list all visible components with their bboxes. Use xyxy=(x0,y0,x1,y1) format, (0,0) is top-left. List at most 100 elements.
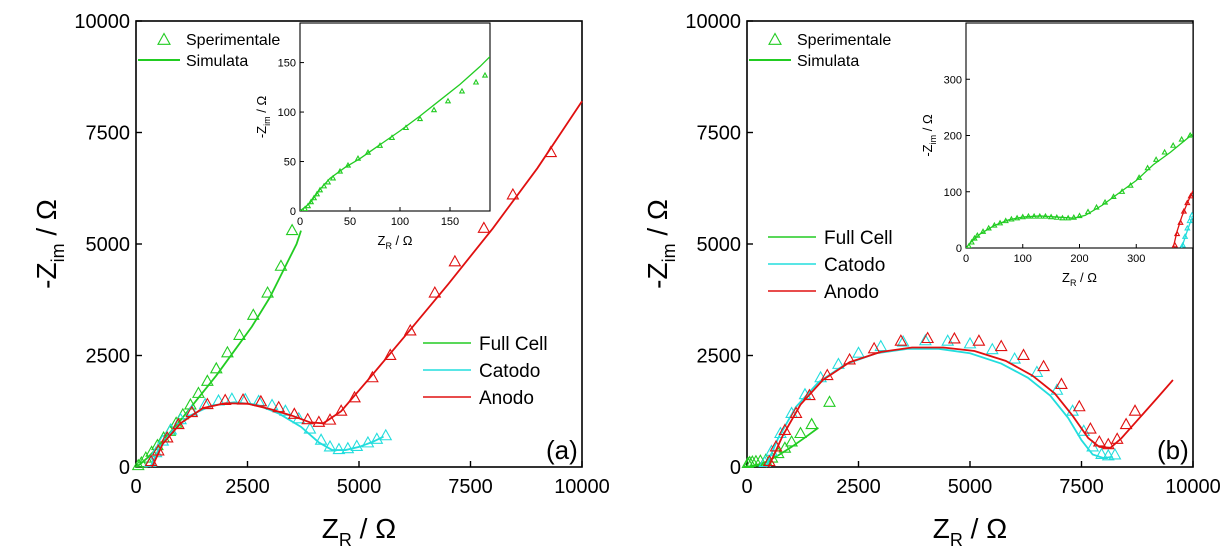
inset-full-cell-experimental-point xyxy=(1030,212,1038,219)
y-tick-label: 5000 xyxy=(86,234,131,256)
inset-full-cell-experimental-point xyxy=(444,97,452,104)
experimental-point xyxy=(831,357,845,369)
experimental-point xyxy=(1030,365,1044,377)
series-anodo xyxy=(762,331,1174,468)
inset-y-axis-label: -Zim / Ω xyxy=(920,114,938,157)
experimental-point xyxy=(1110,432,1124,444)
experimental-point xyxy=(209,361,223,374)
experimental-point xyxy=(274,259,288,271)
inset-full-cell-experimental-point xyxy=(336,167,344,174)
inset-full-cell-experimental-point xyxy=(1144,164,1151,171)
inset-catodo-experimental-point xyxy=(1181,233,1189,239)
inset-full-cell-experimental-point xyxy=(985,224,992,231)
inset-full-cell-experimental-point xyxy=(329,174,337,181)
experimental-point xyxy=(361,435,375,448)
inset-full-cell-experimental-point xyxy=(991,221,998,228)
experimental-point xyxy=(769,439,783,452)
x-tick-label: 0 xyxy=(130,476,141,498)
legend-top: Sperimentale Simulata xyxy=(138,32,280,70)
experimental-point xyxy=(254,394,268,407)
experimental-point xyxy=(285,223,299,236)
inset-anodo-experimental-point xyxy=(1177,219,1184,225)
inset-full-cell-experimental-point xyxy=(354,154,362,161)
legend-label-catodo: Catodo xyxy=(824,255,885,276)
inset-full-cell-experimental-point xyxy=(1161,148,1168,155)
x-tick-label: 2500 xyxy=(225,476,270,498)
experimental-point xyxy=(341,441,355,454)
y-axis-label: -Zim / Ω xyxy=(31,199,68,289)
y-tick-label: 10000 xyxy=(74,11,130,33)
legend-label-anodo: Anodo xyxy=(824,282,879,303)
simulated-line xyxy=(767,346,1174,468)
experimental-point xyxy=(778,423,792,435)
experimental-point xyxy=(365,370,379,383)
experimental-point xyxy=(348,390,361,403)
inset-full-cell-experimental-point xyxy=(458,87,466,94)
experimental-point xyxy=(323,439,337,452)
series-catodo xyxy=(143,392,393,468)
experimental-point xyxy=(200,374,214,386)
inset-full-cell-experimental-point xyxy=(316,186,324,193)
inset-y-tick-label: 100 xyxy=(944,187,962,199)
x-tick-label: 7500 xyxy=(1059,476,1104,498)
inset-x-tick-label: 200 xyxy=(1070,253,1088,265)
experimental-point xyxy=(1119,417,1133,430)
experimental-point xyxy=(874,339,888,352)
inset-x-tick-label: 50 xyxy=(344,216,356,228)
experimental-point xyxy=(350,439,364,451)
y-axis-label: -Zim / Ω xyxy=(642,199,679,289)
inset-anodo-experimental-point xyxy=(1187,192,1193,199)
inset-x-tick-label: 300 xyxy=(1127,253,1145,265)
legend-series: Full Cell Catodo Anodo xyxy=(423,334,548,409)
inset-anodo-simulated-line xyxy=(1172,190,1193,248)
inset-full-cell-experimental-point xyxy=(1127,181,1134,188)
y-tick-label: 2500 xyxy=(86,346,131,368)
experimental-point xyxy=(151,443,165,456)
experimental-point xyxy=(428,285,442,298)
inset-full-cell-experimental-point xyxy=(1008,215,1015,222)
inset-full-cell-experimental-point xyxy=(472,78,480,85)
inset-full-cell-experimental-point xyxy=(1076,212,1083,219)
experimental-point xyxy=(192,386,205,398)
experimental-point xyxy=(185,405,199,418)
experimental-point xyxy=(303,422,317,434)
experimental-point xyxy=(918,333,932,346)
y-tick-label: 10000 xyxy=(685,11,741,33)
inset-y-axis-label: -Zim / Ω xyxy=(254,96,272,139)
experimental-point xyxy=(370,432,384,444)
experimental-point xyxy=(985,342,999,355)
x-axis-label: ZR / Ω xyxy=(933,513,1007,547)
inset-full-cell-experimental-point xyxy=(966,242,972,248)
experimental-point xyxy=(477,221,491,233)
legend-experimental-label: Sperimentale xyxy=(797,32,891,49)
experimental-point xyxy=(1072,399,1086,412)
experimental-point xyxy=(1037,359,1051,372)
x-tick-label: 10000 xyxy=(1165,476,1221,498)
experimental-point xyxy=(1083,422,1097,434)
inset-full-cell-experimental-point xyxy=(1152,156,1160,162)
y-tick-label: 0 xyxy=(730,457,741,479)
experimental-point xyxy=(200,397,214,410)
experimental-point xyxy=(379,428,393,441)
inset-full-cell-experimental-point xyxy=(301,205,309,211)
experimental-point xyxy=(544,145,558,158)
experimental-point xyxy=(803,388,816,401)
inset-x-tick-label: 100 xyxy=(391,216,409,228)
inset-x-tick-label: 100 xyxy=(1014,253,1032,265)
experimental-point xyxy=(762,454,776,467)
inset-x-tick-label: 150 xyxy=(441,216,459,228)
inset-full-cell-experimental-point xyxy=(996,219,1004,226)
inset-full-cell-experimental-point xyxy=(1036,212,1043,219)
inset-data xyxy=(300,56,490,211)
inset-full-cell-experimental-point xyxy=(344,161,352,168)
inset-full-cell-experimental-point xyxy=(313,190,321,197)
inset-full-cell-experimental-point xyxy=(1118,188,1126,194)
inset-full-cell-experimental-point xyxy=(1186,131,1193,138)
inset-full-cell-experimental-point xyxy=(1047,213,1055,220)
inset-y-tick-label: 50 xyxy=(284,157,296,169)
experimental-point xyxy=(246,308,260,320)
inset-full-cell-experimental-point xyxy=(402,124,410,131)
